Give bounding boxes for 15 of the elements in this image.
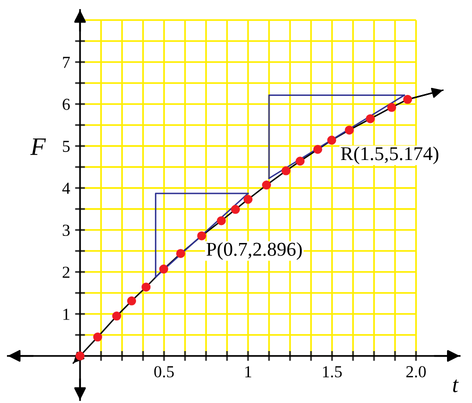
- annotation: R(1.5,5.174): [340, 146, 438, 164]
- y-tick-label: 3: [62, 224, 70, 236]
- y-tick-label: 6: [62, 98, 70, 110]
- x-tick-label: 1.5: [323, 366, 342, 378]
- x-tick-label: 1: [245, 366, 252, 378]
- y-tick-label: 5: [62, 140, 70, 152]
- x-axis-title: t: [453, 380, 459, 392]
- y-axis-title: F: [30, 138, 46, 155]
- x-tick-label: 0.5: [154, 366, 174, 378]
- y-tick-label: 2: [62, 266, 70, 278]
- y-tick-label: 7: [63, 56, 70, 68]
- y-tick-label: 4: [62, 182, 70, 194]
- x-tick-label: 2.0: [406, 366, 426, 378]
- y-tick-label: 1: [63, 308, 70, 320]
- annotation: P(0.7,2.896): [206, 242, 302, 260]
